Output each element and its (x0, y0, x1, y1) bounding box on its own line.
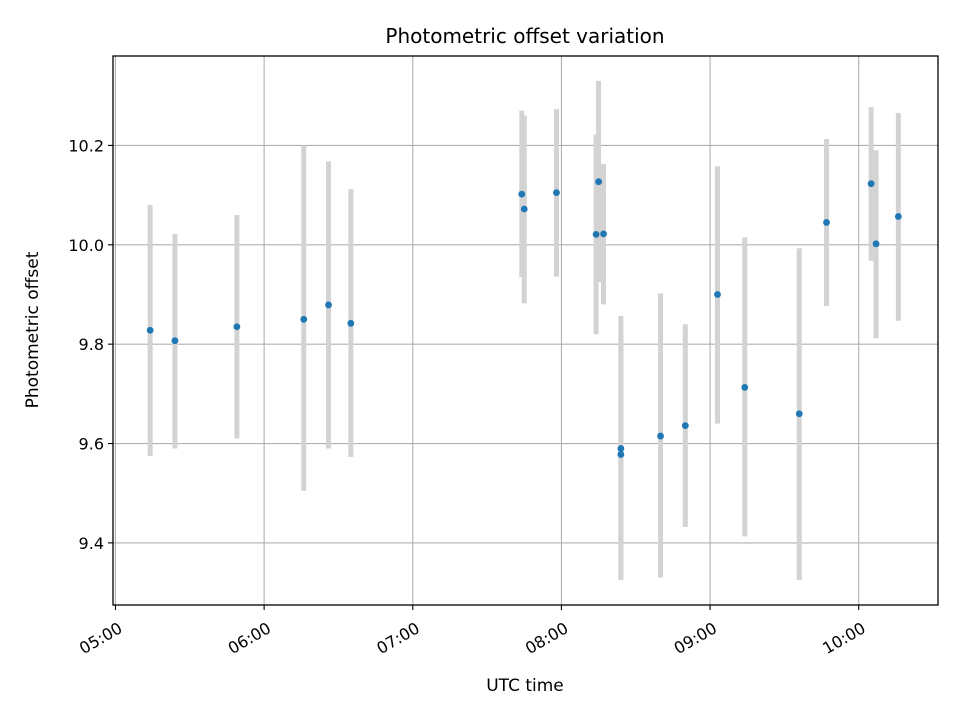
data-point (714, 291, 721, 298)
data-point (867, 180, 875, 188)
chart-title: Photometric offset variation (385, 24, 664, 48)
grid (113, 56, 938, 605)
y-tick-label: 9.6 (79, 435, 104, 454)
data-point (657, 432, 664, 440)
y-axis: 9.4 9.6 9.8 10.0 10.2 (68, 136, 113, 553)
data-point (741, 383, 749, 391)
y-tick-label: 10.0 (68, 236, 104, 255)
y-tick-label: 10.2 (68, 136, 104, 155)
data-point (795, 410, 803, 418)
data-point (233, 323, 241, 331)
x-axis-label: UTC time (486, 676, 564, 696)
y-tick-label: 9.8 (79, 335, 104, 354)
data-point (347, 319, 355, 327)
data-point (325, 301, 332, 309)
data-point (872, 240, 880, 248)
plot-frame (112, 55, 939, 606)
data-point (595, 178, 602, 186)
data-point (600, 230, 607, 238)
data-points (146, 178, 902, 458)
data-point (553, 189, 560, 197)
data-point (823, 219, 830, 226)
data-point (592, 230, 600, 238)
data-point (617, 451, 625, 458)
y-axis-label: Photometric offset (23, 251, 43, 408)
data-point (520, 205, 528, 213)
data-point (681, 422, 689, 430)
data-point (617, 445, 625, 452)
data-point (300, 315, 308, 323)
data-point (171, 337, 179, 345)
data-point (146, 326, 154, 334)
data-point (518, 190, 526, 198)
y-tick-label: 9.4 (79, 534, 104, 553)
data-point (894, 213, 902, 220)
